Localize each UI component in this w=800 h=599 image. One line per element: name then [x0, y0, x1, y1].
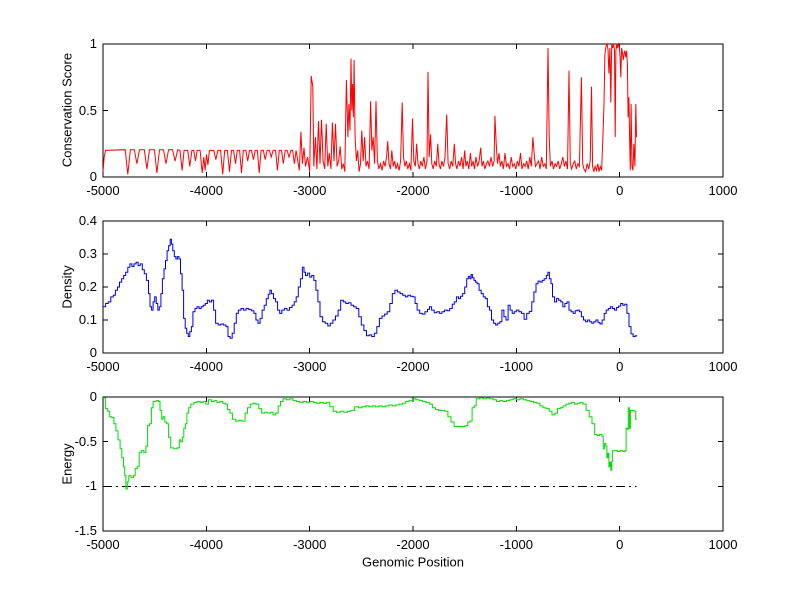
energy-series-line — [103, 397, 637, 490]
x-tick-label: 1000 — [708, 537, 738, 552]
y-tick-label: -1 — [85, 478, 97, 494]
x-tick-label: 0 — [616, 359, 624, 374]
x-tick-label: -4000 — [189, 359, 223, 374]
x-axis-label: Genomic Position — [362, 554, 464, 570]
y-tick-label: 0.5 — [78, 102, 97, 118]
x-tick-label: 1000 — [708, 359, 738, 374]
x-tick-label: -3000 — [293, 359, 327, 374]
density-plot-box — [102, 220, 724, 354]
x-tick-label: 0 — [616, 537, 624, 552]
y-tick-label: 0.4 — [78, 213, 97, 228]
y-tick-label: -0.5 — [74, 433, 97, 449]
density-series-line — [103, 238, 638, 339]
y-tick-label: 0 — [89, 345, 97, 360]
x-tick-label: -4000 — [189, 183, 223, 198]
conservation-score-series-line — [102, 42, 637, 175]
x-tick-label: -3000 — [293, 183, 327, 198]
y-tick-label: 0 — [89, 169, 97, 184]
y-tick-label: 0 — [89, 389, 97, 404]
x-tick-label: -1000 — [499, 359, 533, 374]
x-tick-label: -5000 — [86, 183, 120, 198]
x-tick-label: -2000 — [396, 537, 430, 552]
x-tick-label: 1000 — [708, 183, 738, 198]
x-tick-label: -3000 — [293, 537, 327, 552]
x-tick-label: -1000 — [499, 537, 533, 552]
y-tick-label: 0.3 — [78, 246, 97, 261]
x-tick-label: 0 — [616, 183, 624, 198]
y-tick-label: 1 — [89, 36, 97, 51]
y-tick-label: 0.1 — [78, 312, 97, 327]
x-tick-label: -2000 — [396, 359, 430, 374]
x-tick-label: -2000 — [396, 183, 430, 198]
x-tick-label: -4000 — [189, 537, 223, 552]
x-tick-label: -5000 — [86, 359, 120, 374]
x-tick-label: -5000 — [86, 537, 120, 552]
y-tick-label: -1.5 — [74, 523, 97, 538]
x-tick-label: -1000 — [499, 183, 533, 198]
y-tick-label: 0.2 — [78, 279, 97, 294]
